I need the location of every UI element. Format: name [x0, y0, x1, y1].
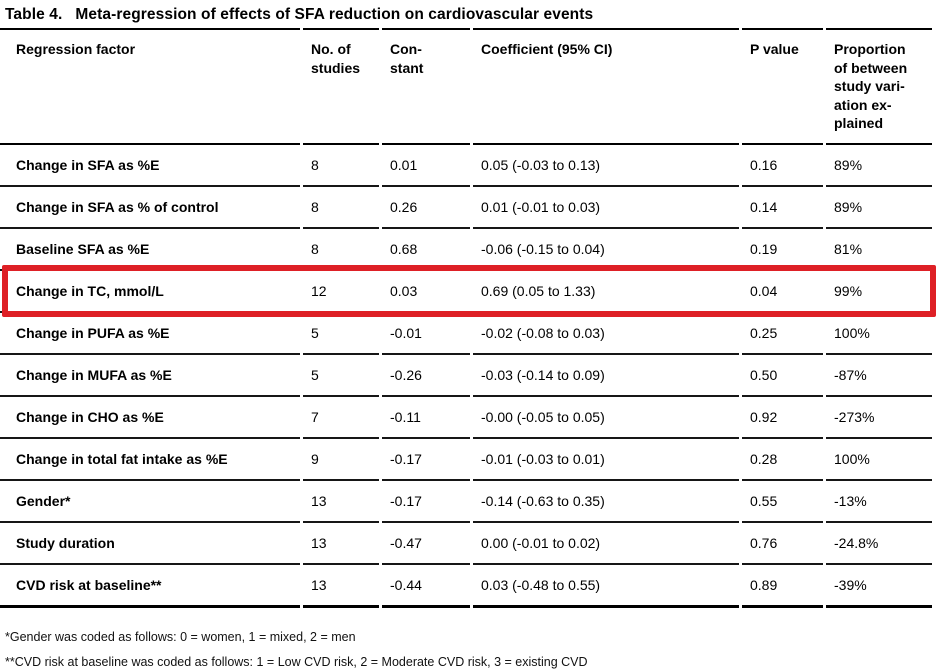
footnote-gender: *Gender was coded as follows: 0 = women,… [5, 629, 356, 644]
no-of-studies-cell: 13 [303, 565, 379, 608]
footnote-cvd-risk: **CVD risk at baseline was coded as foll… [5, 654, 588, 669]
regression-factor-cell: CVD risk at baseline** [0, 565, 300, 608]
coefficient-ci-cell: -0.00 (-0.05 to 0.05) [473, 397, 739, 439]
no-of-studies-cell: 12 [303, 271, 379, 313]
no-of-studies-cell: 9 [303, 439, 379, 481]
p-value-cell: 0.04 [742, 271, 823, 313]
constant-cell: 0.03 [382, 271, 470, 313]
p-value-cell: 0.89 [742, 565, 823, 608]
regression-factor-cell: Baseline SFA as %E [0, 229, 300, 271]
no-of-studies-cell: 5 [303, 355, 379, 397]
constant-cell: 0.01 [382, 145, 470, 187]
no-of-studies-cell: 5 [303, 313, 379, 355]
no-of-studies-cell: 13 [303, 523, 379, 565]
no-of-studies-cell: 8 [303, 187, 379, 229]
constant-cell: -0.44 [382, 565, 470, 608]
constant-cell: 0.26 [382, 187, 470, 229]
p-value-cell: 0.55 [742, 481, 823, 523]
no-of-studies-cell: 8 [303, 145, 379, 187]
variation-explained-cell: -39% [826, 565, 932, 608]
regression-factor-cell: Gender* [0, 481, 300, 523]
regression-factor-cell: Change in SFA as %E [0, 145, 300, 187]
coefficient-ci-cell: 0.03 (-0.48 to 0.55) [473, 565, 739, 608]
coefficient-ci-cell: -0.02 (-0.08 to 0.03) [473, 313, 739, 355]
p-value-cell: 0.28 [742, 439, 823, 481]
column-header-coefficient-ci: Coefficient (95% CI) [473, 28, 739, 145]
p-value-cell: 0.14 [742, 187, 823, 229]
column-header-p-value: P value [742, 28, 823, 145]
variation-explained-cell: 89% [826, 187, 932, 229]
p-value-cell: 0.16 [742, 145, 823, 187]
coefficient-ci-cell: 0.05 (-0.03 to 0.13) [473, 145, 739, 187]
meta-regression-table: Regression factor No. of studies Con- st… [0, 28, 932, 608]
column-header-variation-explained: Proportion of between study vari- ation … [826, 28, 932, 145]
constant-cell: -0.01 [382, 313, 470, 355]
variation-explained-cell: -24.8% [826, 523, 932, 565]
p-value-cell: 0.25 [742, 313, 823, 355]
regression-factor-cell: Change in total fat intake as %E [0, 439, 300, 481]
table-title-text: Meta-regression of effects of SFA reduct… [75, 6, 594, 23]
column-header-regression-factor: Regression factor [0, 28, 300, 145]
coefficient-ci-cell: 0.00 (-0.01 to 0.02) [473, 523, 739, 565]
variation-explained-cell: 81% [826, 229, 932, 271]
no-of-studies-cell: 8 [303, 229, 379, 271]
coefficient-ci-cell: 0.69 (0.05 to 1.33) [473, 271, 739, 313]
constant-cell: 0.68 [382, 229, 470, 271]
regression-factor-cell: Change in TC, mmol/L [0, 271, 300, 313]
p-value-cell: 0.19 [742, 229, 823, 271]
constant-cell: -0.11 [382, 397, 470, 439]
variation-explained-cell: -273% [826, 397, 932, 439]
regression-factor-cell: Change in CHO as %E [0, 397, 300, 439]
coefficient-ci-cell: -0.03 (-0.14 to 0.09) [473, 355, 739, 397]
p-value-cell: 0.76 [742, 523, 823, 565]
regression-factor-cell: Change in PUFA as %E [0, 313, 300, 355]
variation-explained-cell: 100% [826, 313, 932, 355]
coefficient-ci-cell: -0.14 (-0.63 to 0.35) [473, 481, 739, 523]
coefficient-ci-cell: 0.01 (-0.01 to 0.03) [473, 187, 739, 229]
regression-factor-cell: Change in MUFA as %E [0, 355, 300, 397]
column-header-no-of-studies: No. of studies [303, 28, 379, 145]
constant-cell: -0.47 [382, 523, 470, 565]
variation-explained-cell: 100% [826, 439, 932, 481]
constant-cell: -0.26 [382, 355, 470, 397]
table-title-label: Table 4. [5, 6, 63, 23]
variation-explained-cell: 89% [826, 145, 932, 187]
variation-explained-cell: -13% [826, 481, 932, 523]
variation-explained-cell: -87% [826, 355, 932, 397]
coefficient-ci-cell: -0.06 (-0.15 to 0.04) [473, 229, 739, 271]
table-title: Table 4. Meta-regression of effects of S… [0, 0, 940, 28]
no-of-studies-cell: 7 [303, 397, 379, 439]
no-of-studies-cell: 13 [303, 481, 379, 523]
coefficient-ci-cell: -0.01 (-0.03 to 0.01) [473, 439, 739, 481]
regression-factor-cell: Study duration [0, 523, 300, 565]
column-header-constant: Con- stant [382, 28, 470, 145]
variation-explained-cell: 99% [826, 271, 932, 313]
p-value-cell: 0.50 [742, 355, 823, 397]
footnotes: *Gender was coded as follows: 0 = women,… [0, 629, 940, 670]
p-value-cell: 0.92 [742, 397, 823, 439]
constant-cell: -0.17 [382, 439, 470, 481]
constant-cell: -0.17 [382, 481, 470, 523]
regression-factor-cell: Change in SFA as % of control [0, 187, 300, 229]
